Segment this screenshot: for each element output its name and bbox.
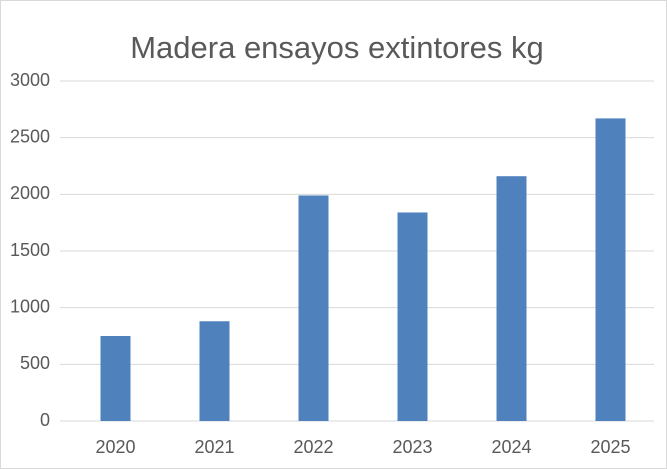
x-tick-label: 2022 — [293, 437, 333, 457]
y-tick-label: 2500 — [10, 126, 50, 146]
x-tick-label: 2025 — [590, 437, 630, 457]
chart-title: Madera ensayos extintores kg — [130, 30, 544, 65]
bar — [298, 195, 329, 421]
bar — [199, 321, 230, 421]
bar — [397, 212, 428, 421]
bar — [496, 176, 527, 421]
y-tick-label: 2000 — [10, 183, 50, 203]
y-tick-label: 500 — [20, 353, 50, 373]
y-tick-label: 3000 — [10, 70, 50, 90]
y-tick-label: 0 — [40, 410, 50, 430]
y-tick-label: 1500 — [10, 240, 50, 260]
x-tick-label: 2020 — [95, 437, 135, 457]
bar — [100, 336, 131, 421]
bar — [595, 118, 626, 422]
x-tick-label: 2024 — [491, 437, 531, 457]
x-tick-label: 2021 — [194, 437, 234, 457]
y-tick-label: 1000 — [10, 296, 50, 316]
x-tick-label: 2023 — [392, 437, 432, 457]
